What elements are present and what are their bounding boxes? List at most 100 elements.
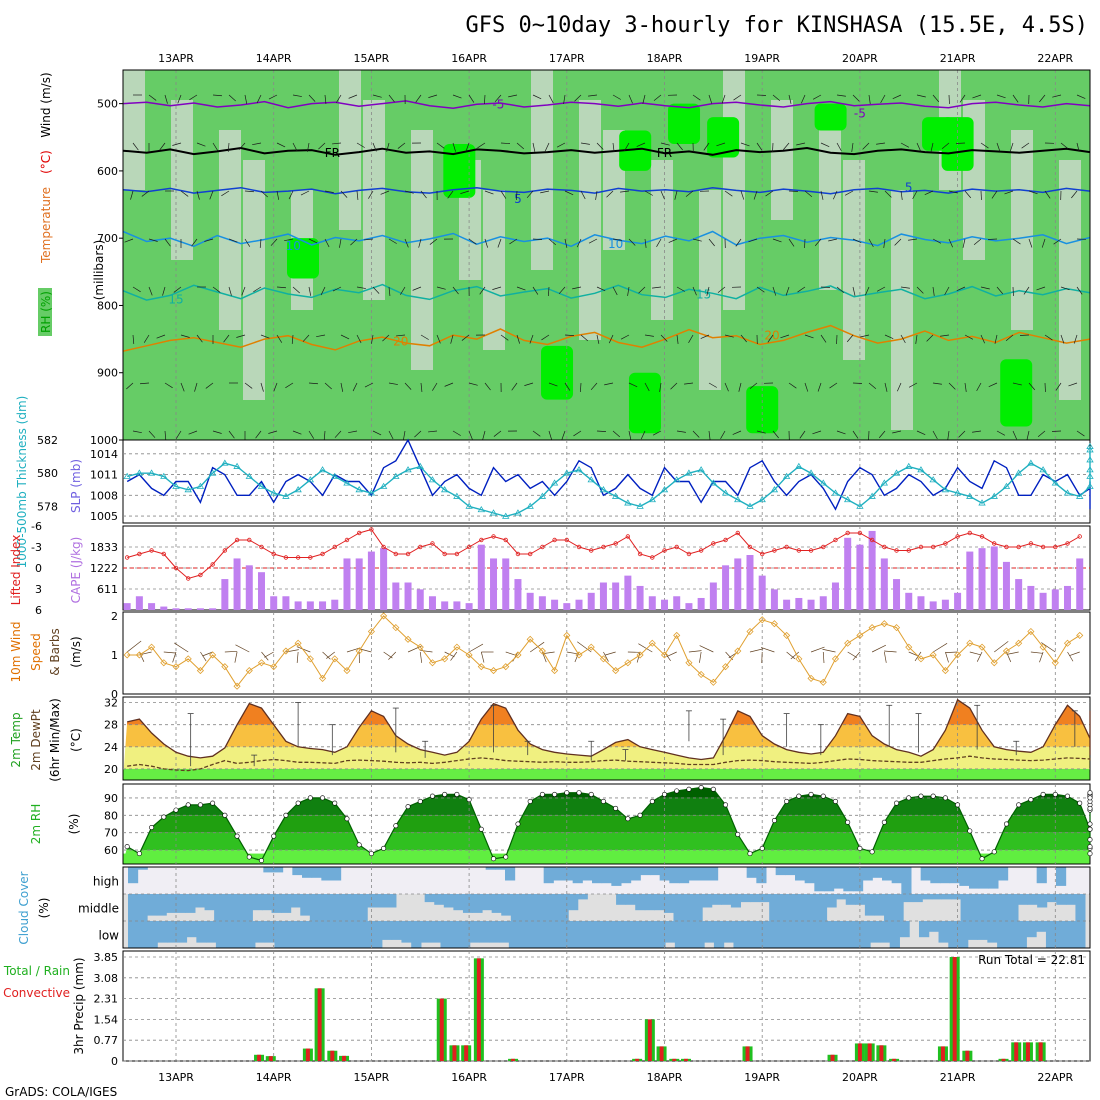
wind-barb [756,286,765,293]
cloud-cell [485,867,496,870]
cloud-cell [553,867,564,881]
cloud-cell [855,894,866,905]
cloud-cell [225,921,236,948]
wind-barb [318,142,326,150]
wind-speed-marker [477,663,485,671]
wind-speed-marker [514,651,522,659]
rh-marker [393,823,399,829]
wind-barb [172,651,177,663]
cape-bar [319,601,327,610]
wind-barb [753,190,758,200]
wind-barb [1023,286,1030,295]
thickness-marker [440,486,449,493]
wind-barb [1044,334,1053,341]
wind-barb [316,334,326,338]
wind-speed-marker [221,663,229,671]
lifted-index-marker [662,548,667,553]
cloud-cell [782,921,793,948]
wind-barb [566,651,579,655]
cloud-cell [233,894,244,921]
rh-dry-band [1011,130,1033,330]
wind-barb [228,238,238,243]
wind-barb [876,286,886,292]
wind-barb [574,94,582,102]
cape-bar [196,608,204,610]
cloud-cell [804,867,815,884]
cloud-cell [918,921,930,938]
lifted-index-marker [124,555,130,560]
rh-marker [234,833,240,839]
lifted-index-marker [222,548,228,553]
wind-barb [124,238,134,243]
cloud-cell [979,894,990,921]
wind-barb [959,94,966,103]
wind-barb [223,334,230,343]
wind-barb [493,430,502,437]
wind-barb [244,190,254,193]
cloud-cell [313,921,324,948]
cloud-cell [769,894,780,921]
date-label-bottom: 16APR [451,1071,487,1084]
wind-barb [944,286,950,296]
cloud-cell [309,894,320,921]
wind-barb [284,238,294,242]
precip-convective-bar [1038,1042,1043,1061]
wind-barb [1004,190,1014,195]
wind-barb [912,190,918,200]
cloud-cell [563,867,574,881]
cape-bar [502,558,510,610]
thickness-marker [917,466,925,473]
cape-axis-label: CAPE (J/kg) [69,537,83,604]
wind-barb [388,238,397,244]
rh-marker [979,856,985,862]
cape-bar [587,592,595,610]
lifted-index-marker [918,544,924,550]
cloud-cell [740,894,751,903]
wind-speed-marker [453,643,461,651]
wind-barb [964,190,972,199]
rh-marker [600,798,606,804]
wind-barb [164,238,171,247]
rh-moist-patch [541,345,574,400]
wind-barb [235,644,250,653]
wind-barb [307,142,310,152]
wind-barb [932,643,948,653]
wind-barb [532,238,543,240]
wind-barb [323,430,326,440]
cape-bar [575,599,583,610]
cloud-cell [1056,894,1067,905]
cape-bar [404,582,412,610]
wind-speed-marker [404,635,412,643]
wind-barb [748,238,758,243]
wind-barb [1060,286,1070,291]
cloud-cell [674,921,686,948]
wind-barb [1076,94,1086,99]
wind-barb [382,334,390,342]
wind-barb [140,382,150,385]
rh-marker [967,828,973,834]
wind-barb [420,334,429,340]
wind-barb [339,238,342,248]
lifted-index-marker [821,544,826,550]
wind-barb [724,382,729,392]
rh-moist-patch [1000,359,1033,427]
wind-barb [604,382,614,386]
date-label-top: 21APR [940,52,976,65]
rh-dry-band [363,100,385,300]
wind-barb [264,651,274,658]
li-tick-label: 0 [35,562,42,575]
lifted-index-marker [1028,541,1034,546]
wind-barb [991,190,998,199]
rh-marker [307,795,313,801]
thickness-marker [294,486,302,493]
wind-barb [883,651,887,663]
cloud-cell [625,894,636,905]
precip-convective-bar [1014,1042,1019,1061]
wind-barb [148,430,156,438]
thickness-marker [306,476,315,483]
wind-barb [253,286,262,293]
cloud-cell [1045,921,1057,948]
wind-barb [564,238,568,248]
cloud-cell [128,867,139,884]
wind-barb [868,238,874,248]
